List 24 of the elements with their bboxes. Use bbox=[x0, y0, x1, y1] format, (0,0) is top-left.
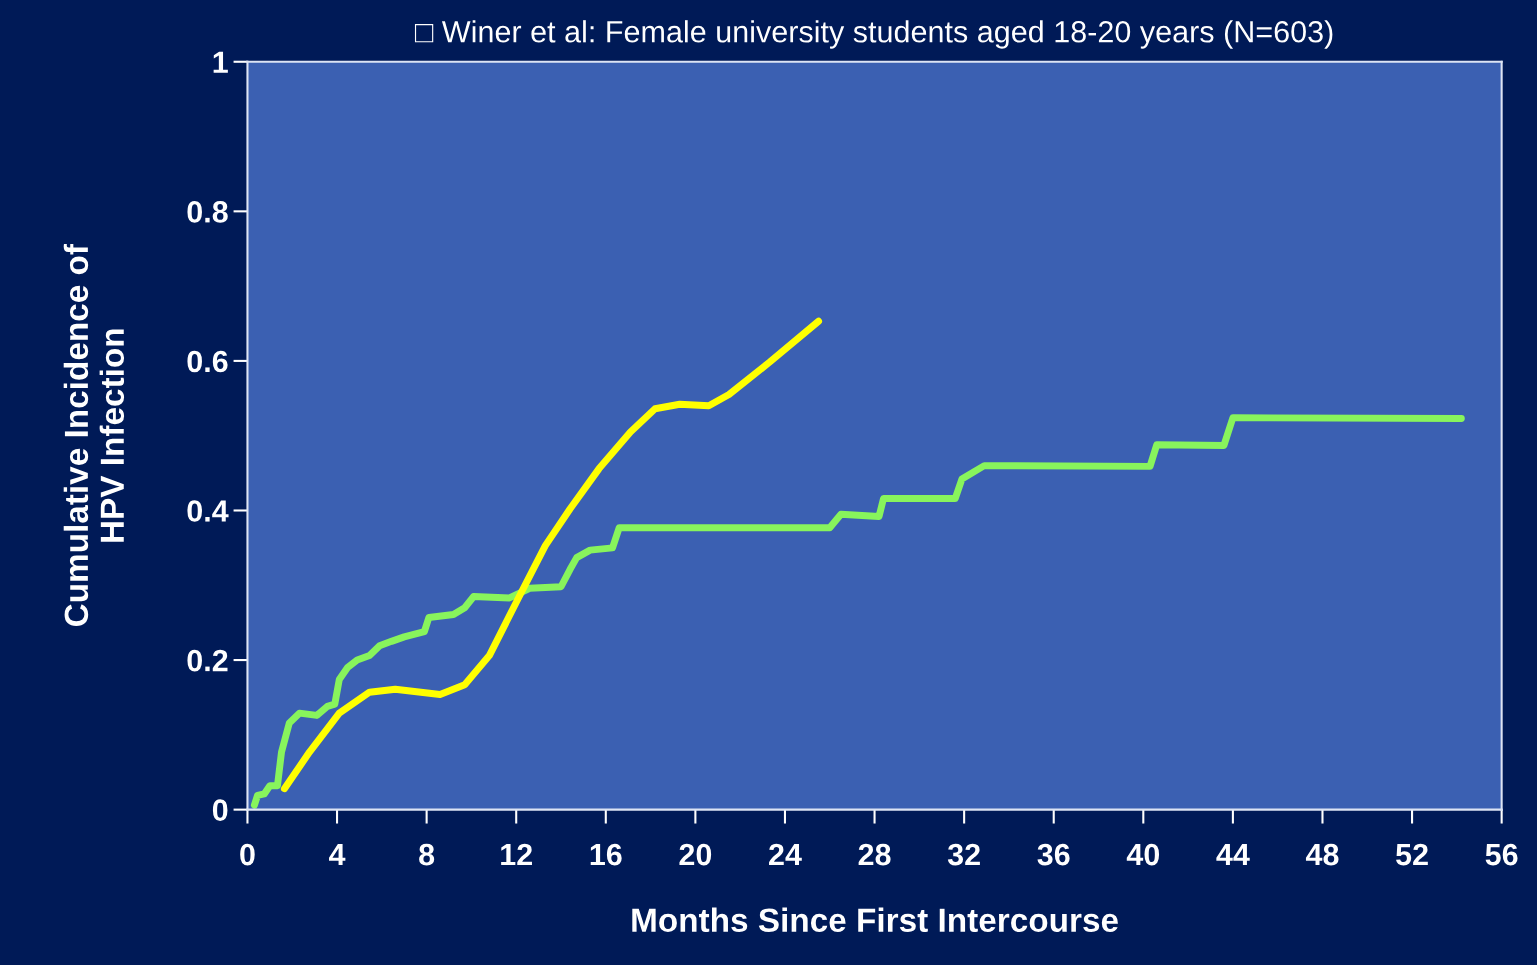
y-tick-label: 0.6 bbox=[187, 350, 228, 373]
x-tick-label: 0 bbox=[240, 843, 255, 866]
x-tick-label: 44 bbox=[1216, 844, 1250, 866]
y-tick-label: 0.8 bbox=[187, 201, 228, 223]
x-tick-label: 16 bbox=[590, 843, 622, 866]
x-tick-label: 8 bbox=[419, 843, 435, 866]
x-tick-label: 40 bbox=[1126, 843, 1160, 866]
x-axis-title: Months Since First Intercourse bbox=[632, 907, 1118, 933]
x-tick-label: 24 bbox=[769, 843, 802, 866]
x-tick-label: 52 bbox=[1396, 843, 1428, 866]
x-tick-label: 4 bbox=[329, 844, 346, 866]
x-tick-label: 36 bbox=[1037, 843, 1070, 866]
x-tick-label: 20 bbox=[679, 843, 712, 866]
y-axis-title: Cumulative Incidence of HPV Infection bbox=[63, 243, 125, 627]
x-tick-label: 48 bbox=[1305, 843, 1339, 866]
y-tick-label: 0 bbox=[212, 799, 228, 822]
chart-title: □ Winer et al: Female university students aged 18-20 years (N=603) bbox=[414, 20, 1333, 49]
y-tick-label: 0.4 bbox=[187, 500, 229, 522]
x-tick-label: 32 bbox=[947, 843, 980, 866]
x-tick-label: 28 bbox=[858, 843, 891, 866]
x-tick-label: 56 bbox=[1485, 843, 1518, 866]
y-tick-label: 0.2 bbox=[187, 649, 228, 672]
y-tick-label: 1 bbox=[213, 51, 228, 73]
x-tick-label: 12 bbox=[501, 843, 532, 866]
